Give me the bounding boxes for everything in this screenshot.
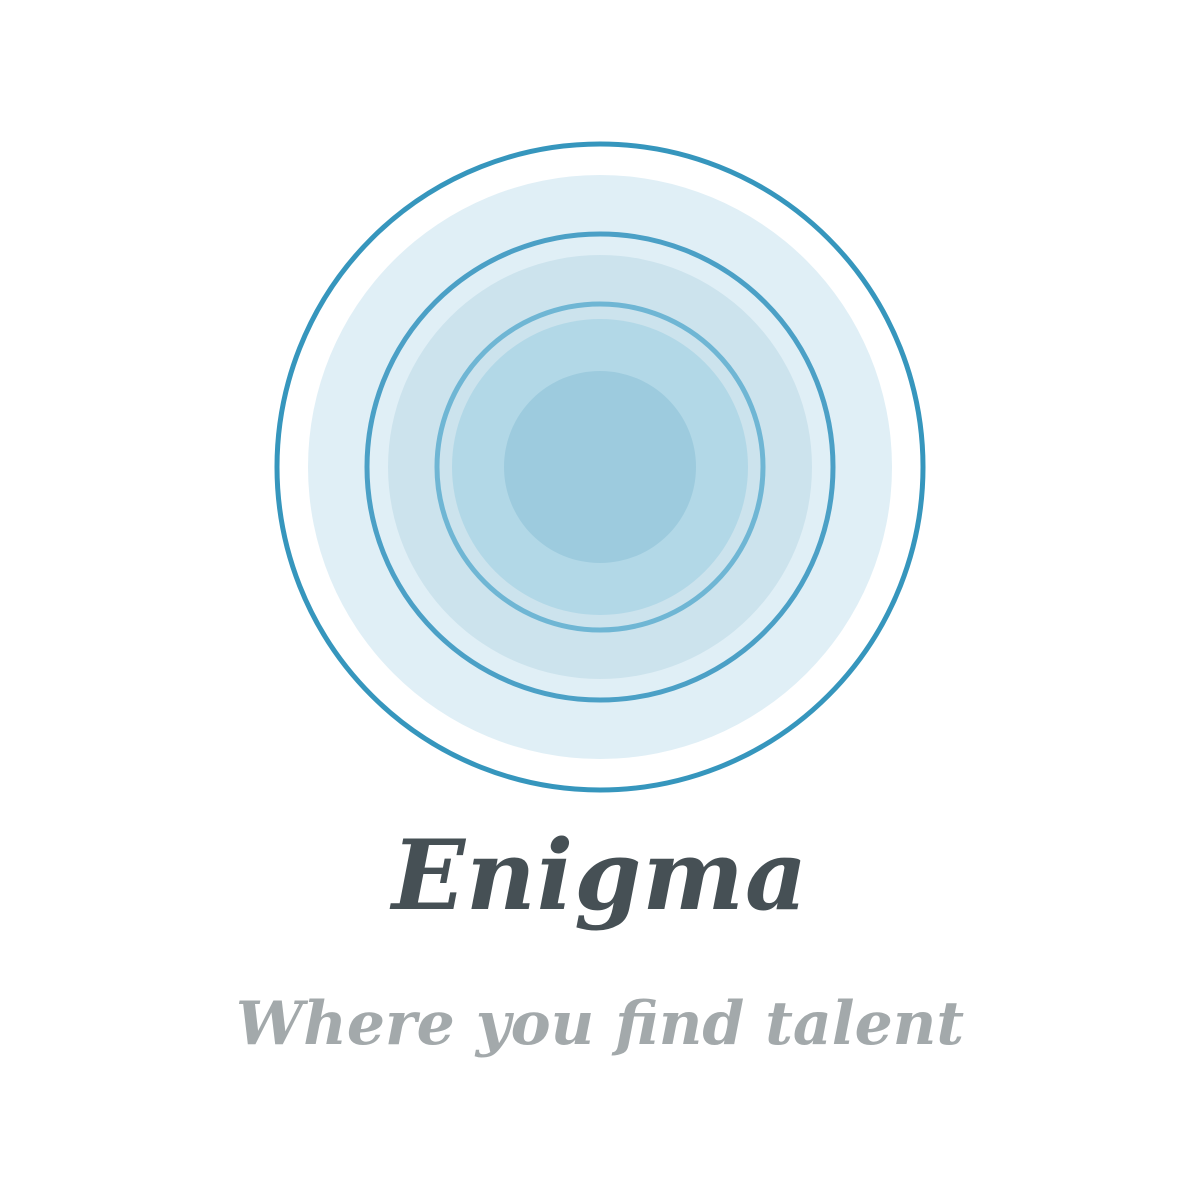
tagline: Where you find talent: [235, 989, 965, 1059]
outer-ring: [274, 141, 926, 793]
brand-name: Enigma: [391, 819, 809, 932]
inner-ring: [434, 301, 766, 633]
middle-ring: [364, 231, 836, 703]
core-disc: [504, 371, 696, 563]
